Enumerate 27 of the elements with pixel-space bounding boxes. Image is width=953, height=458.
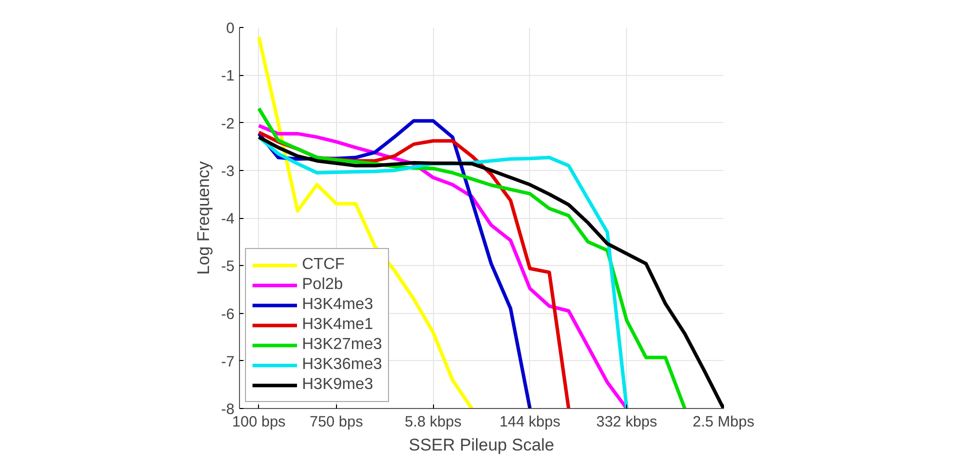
legend-label: H3K36me3 bbox=[302, 356, 382, 374]
legend-label: H3K4me3 bbox=[302, 296, 374, 314]
y-tick-label: -4 bbox=[221, 210, 235, 228]
legend-label: H3K27me3 bbox=[302, 336, 382, 354]
y-tick-label: -2 bbox=[221, 115, 235, 132]
x-axis-title: SSER Pileup Scale bbox=[408, 436, 554, 454]
legend-label: CTCF bbox=[302, 256, 345, 274]
line-series bbox=[257, 135, 724, 408]
line-series bbox=[257, 106, 687, 408]
legend-label: H3K4me1 bbox=[302, 316, 374, 334]
x-tick-label: 5.8 kbps bbox=[404, 414, 462, 430]
legend-label: H3K9me3 bbox=[302, 376, 374, 394]
y-tick-label: -6 bbox=[221, 306, 235, 323]
y-tick-label: -7 bbox=[221, 353, 235, 370]
y-tick-label: -8 bbox=[221, 401, 235, 418]
y-axis-title: Log Frequency bbox=[194, 160, 214, 275]
y-tick-label: -5 bbox=[221, 258, 235, 276]
y-tick-label: -3 bbox=[221, 162, 235, 180]
x-tick-label: 332 kbps bbox=[596, 414, 658, 430]
y-tick-label: 0 bbox=[226, 20, 234, 37]
x-tick-label: 100 bps bbox=[232, 414, 286, 430]
y-tick-label: -1 bbox=[221, 68, 235, 85]
x-tick-label: 750 bps bbox=[310, 414, 363, 430]
x-tick-label: 144 kbps bbox=[499, 414, 560, 430]
x-tick-label: 2.5 Mbps bbox=[692, 414, 754, 430]
legend-label: Pol2b bbox=[302, 276, 343, 294]
line-series bbox=[257, 35, 474, 408]
